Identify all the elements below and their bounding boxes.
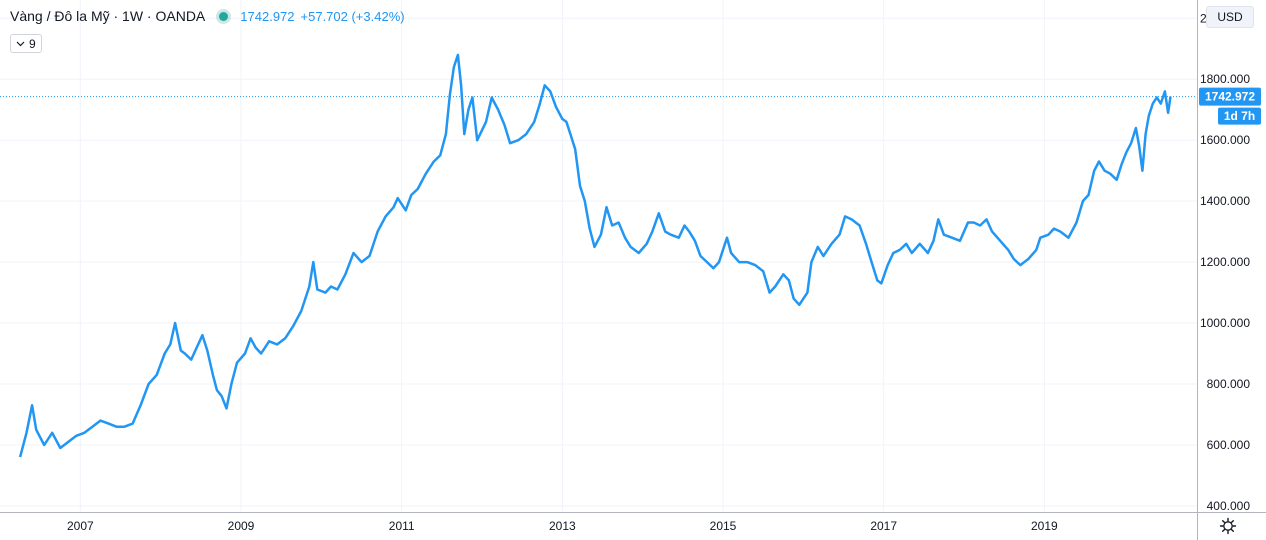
indicator-count: 9 bbox=[29, 36, 36, 51]
indicator-collapse-button[interactable]: 9 bbox=[10, 34, 42, 53]
currency-button[interactable]: USD bbox=[1206, 6, 1254, 28]
y-tick-label: 1000.000 bbox=[1200, 316, 1250, 330]
y-tick-label: 1400.000 bbox=[1200, 194, 1250, 208]
y-tick-label: 400.000 bbox=[1207, 499, 1251, 513]
y-tick-label: 1600.000 bbox=[1200, 133, 1250, 147]
price-badge bbox=[1199, 87, 1261, 106]
y-tick-label: 1200.000 bbox=[1200, 255, 1250, 269]
x-tick-label: 2017 bbox=[870, 519, 897, 533]
chevron-down-icon bbox=[16, 41, 25, 46]
x-tick-label: 2015 bbox=[710, 519, 737, 533]
chart-legend: Vàng / Đô la Mỹ · 1W · OANDA 1742.972 +5… bbox=[10, 8, 405, 24]
countdown-label: 1d 7h bbox=[1224, 109, 1255, 123]
x-tick-label: 2009 bbox=[228, 519, 255, 533]
price-badge-label: 1742.972 bbox=[1205, 90, 1255, 104]
gear-icon[interactable] bbox=[1219, 517, 1237, 535]
series-line[interactable] bbox=[18, 53, 1172, 458]
symbol-title[interactable]: Vàng / Đô la Mỹ · 1W · OANDA bbox=[10, 8, 206, 24]
y-tick-label: 600.000 bbox=[1207, 438, 1251, 452]
x-tick-label: 2019 bbox=[1031, 519, 1058, 533]
y-tick-label: 1800.000 bbox=[1200, 72, 1250, 86]
x-tick-label: 2007 bbox=[67, 519, 94, 533]
price-change: +57.702 (+3.42%) bbox=[300, 8, 405, 24]
last-price: 1742.972 bbox=[240, 8, 295, 24]
market-status-dot bbox=[219, 11, 229, 21]
grid bbox=[0, 0, 1197, 512]
x-tick-label: 2013 bbox=[549, 519, 576, 533]
y-tick-label: 800.000 bbox=[1207, 377, 1251, 391]
x-tick-label: 2011 bbox=[389, 519, 415, 533]
time-axis[interactable]: 2007 2009 2011 2013 2015 2017 2019 bbox=[67, 519, 1058, 533]
countdown-badge bbox=[1218, 107, 1261, 125]
